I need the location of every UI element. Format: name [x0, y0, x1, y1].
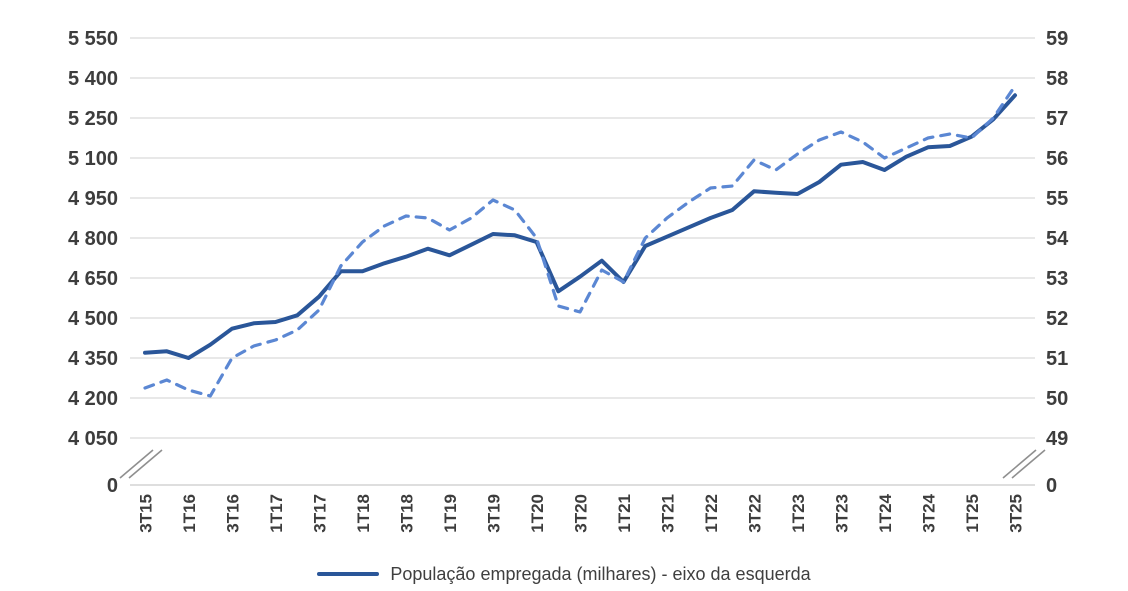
left-axis-tick-label: 5 550: [68, 28, 118, 50]
left-axis-tick-label: 0: [107, 475, 118, 497]
axis-break-left: [119, 449, 154, 479]
right-axis-tick-label: 55: [1046, 188, 1068, 210]
right-axis-tick-label: 52: [1046, 308, 1068, 330]
x-axis-tick-label: 1T24: [876, 493, 895, 532]
series-line-solid-left-axis: [143, 93, 1017, 360]
left-axis-tick-label: 5 100: [68, 148, 118, 170]
x-axis-tick-label: 3T20: [572, 494, 591, 533]
x-axis-tick-label: 3T17: [311, 494, 330, 533]
x-axis-tick-label: 1T19: [441, 494, 460, 533]
right-axis-tick-label: 0: [1046, 475, 1057, 497]
left-axis-tick-label: 4 200: [68, 388, 118, 410]
x-axis-tick-label: 1T17: [267, 494, 286, 533]
axis-break-right: [1002, 449, 1037, 479]
x-axis-tick-label: 1T22: [702, 494, 721, 533]
right-axis-tick-label: 50: [1046, 388, 1068, 410]
x-axis-tick-label: 3T23: [833, 494, 852, 533]
x-axis-tick-label: 3T19: [485, 494, 504, 533]
x-axis-tick-label: 1T16: [180, 494, 199, 533]
left-axis-tick-label: 4 650: [68, 268, 118, 290]
right-axis-tick-label: 54: [1046, 228, 1069, 250]
right-axis-tick-label: 56: [1046, 148, 1068, 170]
right-axis-tick-label: 49: [1046, 428, 1068, 450]
axis-break-left: [128, 449, 163, 479]
x-axis-tick-label: 1T23: [789, 494, 808, 533]
left-axis-tick-label: 4 350: [68, 348, 118, 370]
left-axis-tick-label: 4 500: [68, 308, 118, 330]
left-axis-tick-label: 5 250: [68, 108, 118, 130]
left-axis-tick-label: 4 050: [68, 428, 118, 450]
right-axis-tick-label: 58: [1046, 68, 1068, 90]
x-axis-tick-label: 3T16: [224, 494, 243, 533]
right-axis-tick-label: 59: [1046, 28, 1068, 50]
legend-line-swatch: [317, 572, 380, 576]
x-axis-tick-label: 3T18: [398, 494, 417, 533]
chart-plot-area: 5 550 5 400 5 250 5 100 4 950 4 800 4 650 4 500…: [68, 28, 1069, 533]
right-axis-tick-label: 57: [1046, 108, 1068, 130]
x-axis-tick-label: 1T20: [528, 494, 547, 533]
x-axis-tick-label: 3T24: [920, 493, 939, 532]
series-line-dashed-right-axis: [143, 84, 1017, 398]
x-axis-tick-label: 3T15: [137, 494, 156, 533]
x-axis-tick-label: 3T21: [659, 494, 678, 533]
x-axis-tick-label: 1T18: [354, 494, 373, 533]
legend-label: População empregada (milhares) - eixo da…: [390, 564, 811, 584]
x-axis-tick-label: 1T25: [963, 494, 982, 533]
right-axis-tick-label: 51: [1046, 348, 1068, 370]
left-axis-tick-label: 5 400: [68, 68, 118, 90]
left-axis-tick-label: 4 800: [68, 228, 118, 250]
x-axis-tick-label: 3T25: [1007, 494, 1026, 533]
chart-legend: População empregada (milhares) - eixo da…: [0, 561, 1128, 587]
axis-break-right: [1011, 449, 1046, 479]
x-axis-tick-label: 3T22: [746, 494, 765, 533]
x-axis-tick-label: 1T21: [615, 494, 634, 533]
left-axis-tick-label: 4 950: [68, 188, 118, 210]
right-axis-tick-label: 53: [1046, 268, 1068, 290]
